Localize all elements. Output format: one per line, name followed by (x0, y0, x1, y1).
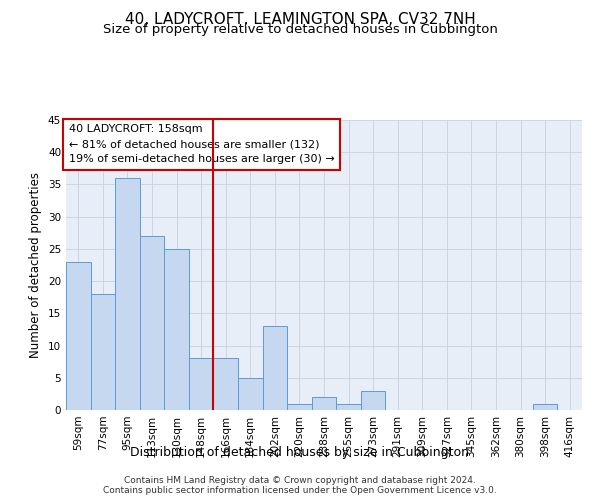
Y-axis label: Number of detached properties: Number of detached properties (29, 172, 43, 358)
Bar (140, 236, 164, 410)
Bar (189, 358, 214, 410)
Bar (336, 404, 361, 410)
Bar (238, 378, 263, 410)
Text: Contains HM Land Registry data © Crown copyright and database right 2024.
Contai: Contains HM Land Registry data © Crown c… (103, 476, 497, 495)
Text: Size of property relative to detached houses in Cubbington: Size of property relative to detached ho… (103, 22, 497, 36)
Text: 40 LADYCROFT: 158sqm
← 81% of detached houses are smaller (132)
19% of semi-deta: 40 LADYCROFT: 158sqm ← 81% of detached h… (68, 124, 334, 164)
Bar (533, 404, 557, 410)
Bar (66, 262, 91, 410)
Text: Distribution of detached houses by size in Cubbington: Distribution of detached houses by size … (131, 446, 470, 459)
Bar (115, 178, 140, 410)
Bar (214, 358, 238, 410)
Bar (164, 249, 189, 410)
Bar (361, 390, 385, 410)
Bar (91, 294, 115, 410)
Bar (287, 404, 312, 410)
Bar (263, 326, 287, 410)
Bar (312, 397, 336, 410)
Text: 40, LADYCROFT, LEAMINGTON SPA, CV32 7NH: 40, LADYCROFT, LEAMINGTON SPA, CV32 7NH (125, 12, 475, 28)
